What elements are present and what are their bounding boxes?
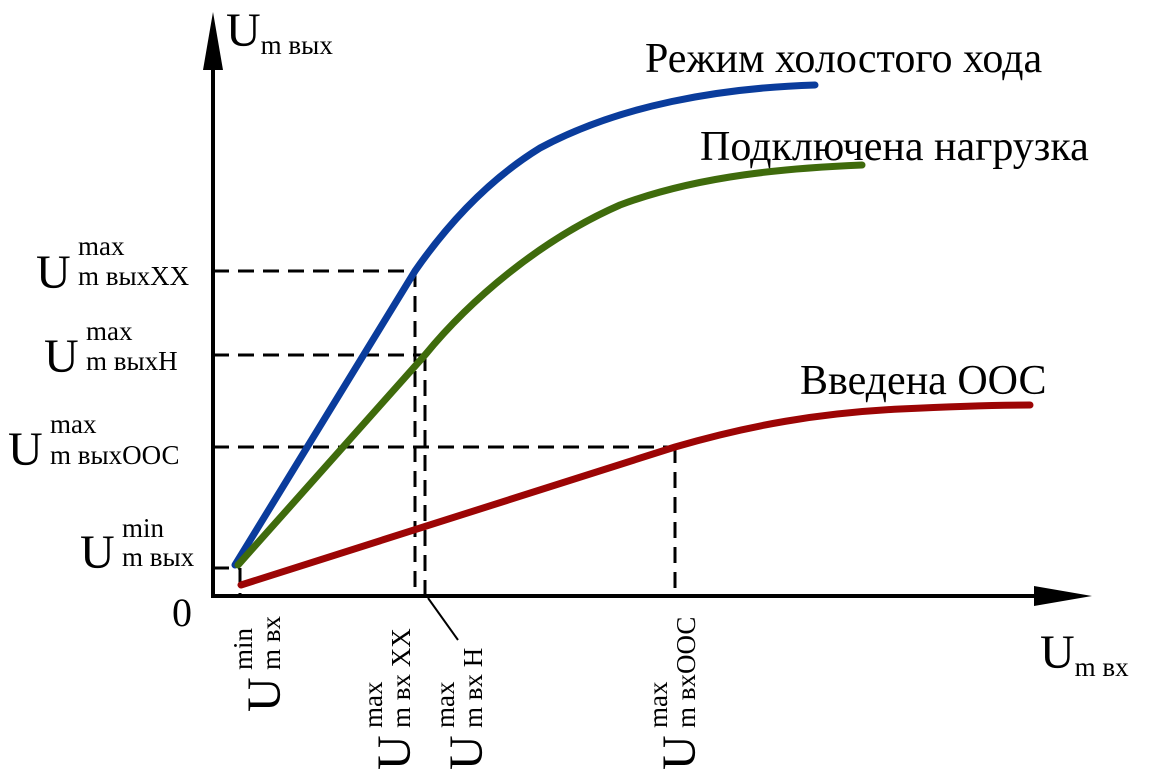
curve-idle xyxy=(231,81,819,569)
origin-label: 0 xyxy=(172,590,192,635)
x-axis-title: Um вх xyxy=(1040,626,1129,682)
svg-text:U max m вх Н: U max m вх Н xyxy=(430,648,493,770)
y-mark-fb-max: U max m выхООС xyxy=(8,409,179,476)
axes xyxy=(203,12,1092,606)
curve-feedback xyxy=(237,401,1034,589)
x-mark-idle-max: U max m вх XX xyxy=(358,628,421,770)
label-idle: Режим холостого хода xyxy=(645,36,1043,82)
y-axis-arrow xyxy=(203,12,223,70)
y-axis-title: Um вых xyxy=(226,4,333,60)
svg-text:U max m вх XX: U max m вх XX xyxy=(358,628,421,770)
y-mark-idle-max: U max m выхXX xyxy=(36,231,190,299)
label-feedback: Введена ООС xyxy=(800,358,1047,404)
svg-text:U min m вх: U min m вх xyxy=(228,616,291,713)
svg-text:U max m вхООС: U max m вхООС xyxy=(643,617,706,770)
guide-lines xyxy=(213,269,677,596)
label-load: Подключена нагрузка xyxy=(700,124,1089,170)
y-mark-min: U min m вых xyxy=(80,513,195,579)
x-axis-arrow xyxy=(1034,586,1092,606)
x-mark-min: U min m вх xyxy=(228,616,291,713)
leader-load xyxy=(427,597,459,641)
x-mark-load-max: U max m вх Н xyxy=(430,648,493,770)
curve-load xyxy=(234,161,866,569)
x-mark-fb-max: U max m вхООС xyxy=(643,617,706,770)
y-mark-load-max: U max m выхН xyxy=(44,316,178,383)
